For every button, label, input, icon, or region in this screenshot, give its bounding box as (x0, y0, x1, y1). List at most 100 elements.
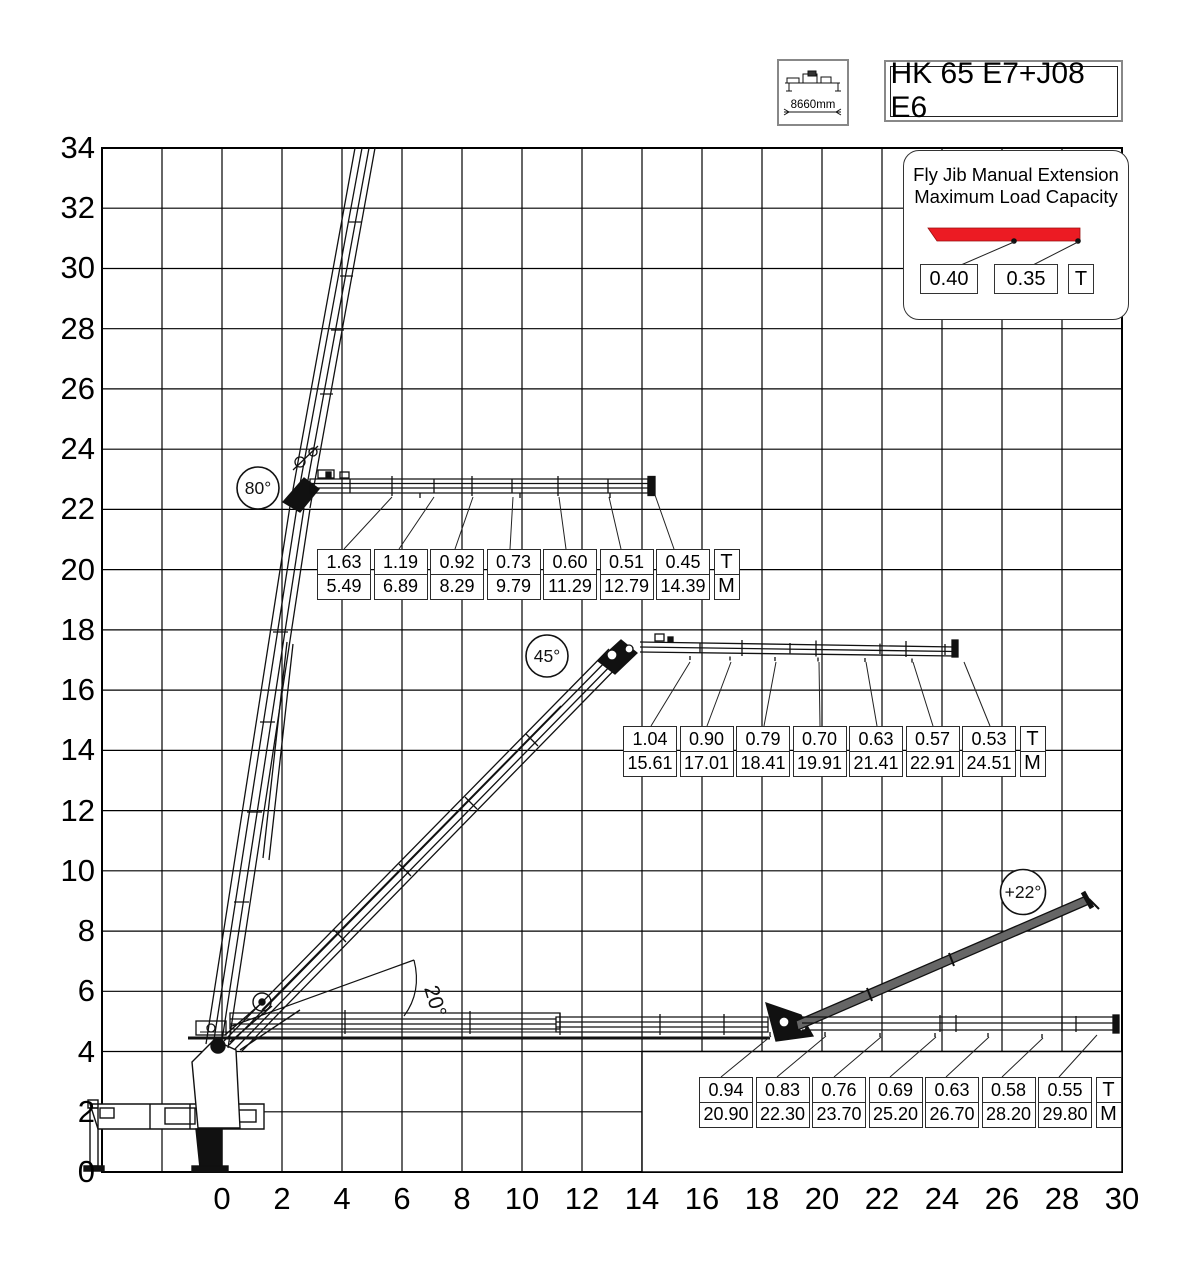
y-tick: 28 (60, 311, 95, 346)
load-cell: 0.45 (656, 549, 710, 575)
reach-cell: 29.80 (1038, 1101, 1092, 1128)
jib-80 (309, 469, 656, 498)
load-cell: 0.63 (849, 726, 903, 752)
angle-20-annotation (231, 959, 417, 1027)
reach-cell: 5.49 (317, 573, 371, 600)
y-tick: 12 (60, 793, 95, 828)
load-cell: 0.63 (925, 1077, 979, 1103)
load-cell: 0.60 (543, 549, 597, 575)
reach-cell: 12.79 (599, 573, 654, 600)
x-tick: 30 (1104, 1181, 1140, 1216)
unit-reach: M (1095, 1101, 1122, 1128)
crane-base-truck (83, 992, 301, 1173)
legend-title-line2: Maximum Load Capacity (914, 186, 1118, 207)
y-tick: 16 (60, 672, 95, 707)
x-tick: 4 (333, 1181, 351, 1216)
unit-load: T (713, 549, 740, 575)
y-tick: 14 (60, 732, 95, 767)
y-tick: 24 (60, 431, 95, 466)
unit-reach: M (1019, 750, 1046, 777)
reach-cell: 15.61 (623, 750, 677, 777)
x-tick: 2 (273, 1181, 291, 1216)
reach-cell: 28.20 (981, 1101, 1036, 1128)
y-tick: 6 (77, 973, 95, 1008)
reach-cell: 22.30 (755, 1101, 810, 1128)
legend-unit: T (1068, 264, 1094, 294)
jib-45 (639, 633, 959, 663)
reach-cell: 23.70 (812, 1101, 866, 1128)
x-tick: 22 (864, 1181, 900, 1216)
y-tick: 22 (60, 491, 95, 526)
load-cell: 0.94 (699, 1077, 753, 1103)
load-table-20: 0.94 20.90 0.83 22.30 0.76 23.70 0.69 25.20 … (699, 1077, 1122, 1128)
x-tick: 0 (213, 1181, 231, 1216)
y-tick: 32 (60, 190, 95, 225)
y-tick: 10 (60, 853, 95, 888)
reach-cell: 22.91 (905, 750, 960, 777)
x-tick: 28 (1044, 1181, 1080, 1216)
x-tick: 20 (804, 1181, 840, 1216)
x-tick: 8 (453, 1181, 471, 1216)
legend-red-bar (927, 227, 1081, 266)
crane-front-icon (783, 70, 842, 116)
reach-cell: 21.41 (849, 750, 903, 777)
crane-width-label: 8660mm (790, 99, 836, 111)
y-tick: 2 (77, 1094, 95, 1129)
legend-value-boxes: 0.40 0.35 T (904, 264, 1128, 294)
model-title-block: HK 65 E7+J08 E6 (884, 57, 1123, 124)
crane-width-pictogram: 8660mm (777, 59, 849, 126)
boom-45 (223, 639, 638, 1053)
boom-80 (205, 147, 376, 1049)
y-tick: 4 (77, 1034, 95, 1069)
reach-cell: 11.29 (543, 573, 597, 600)
reach-cell: 26.70 (925, 1101, 979, 1128)
load-cell: 0.92 (430, 549, 484, 575)
angle-circles: 80° 45° +22° (236, 466, 1047, 916)
load-cell: 0.53 (962, 726, 1016, 752)
y-tick: 30 (60, 250, 95, 285)
unit-reach: M (713, 573, 740, 600)
reach-cell: 19.91 (792, 750, 847, 777)
load-table-45: 1.04 15.61 0.90 17.01 0.79 18.41 0.70 19.91 … (623, 726, 1046, 777)
reach-cell: 18.41 (736, 750, 790, 777)
boom-20 (188, 1010, 770, 1040)
x-tick: 18 (744, 1181, 780, 1216)
x-tick: 14 (624, 1181, 660, 1216)
y-tick: 0 (77, 1154, 95, 1189)
load-cell: 0.76 (812, 1077, 866, 1103)
angle-22-label: +22° (1005, 882, 1042, 902)
load-cell: 0.70 (792, 726, 847, 752)
load-cell: 1.04 (623, 726, 677, 752)
reach-cell: 24.51 (962, 750, 1016, 777)
legend-value-2: 0.35 (994, 264, 1058, 294)
x-tick: 10 (504, 1181, 540, 1216)
reach-cell: 20.90 (699, 1101, 753, 1128)
load-cell: 1.19 (373, 549, 428, 575)
unit-load: T (1095, 1077, 1122, 1103)
load-table-80: 1.63 5.49 1.19 6.89 0.92 8.29 0.73 9.79 0.60… (317, 549, 740, 600)
legend-value-1: 0.40 (920, 264, 978, 294)
x-tick: 12 (564, 1181, 600, 1216)
legend-title-line1: Fly Jib Manual Extension (913, 164, 1119, 185)
load-cell: 0.83 (755, 1077, 810, 1103)
load-cell: 0.69 (868, 1077, 923, 1103)
y-tick: 18 (60, 612, 95, 647)
reach-cell: 25.20 (868, 1101, 923, 1128)
angle-20-label: 20° (419, 983, 450, 1020)
reach-cell: 9.79 (486, 573, 541, 600)
load-cell: 0.55 (1038, 1077, 1092, 1103)
fly-jib-legend: Fly Jib Manual Extension Maximum Load Ca… (903, 150, 1129, 320)
x-tick: 16 (684, 1181, 720, 1216)
x-tick: 6 (393, 1181, 411, 1216)
reach-cell: 14.39 (656, 573, 710, 600)
y-tick: 34 (60, 130, 95, 165)
angle-45-label: 45° (534, 646, 560, 666)
model-name: HK 65 E7+J08 E6 (889, 57, 1118, 124)
y-tick: 20 (60, 552, 95, 587)
reach-cell: 8.29 (430, 573, 484, 600)
load-cell: 1.63 (317, 549, 371, 575)
load-cell: 0.73 (486, 549, 541, 575)
x-tick: 26 (984, 1181, 1020, 1216)
reach-cell: 17.01 (679, 750, 734, 777)
fly-jib-22 (765, 890, 1120, 1042)
